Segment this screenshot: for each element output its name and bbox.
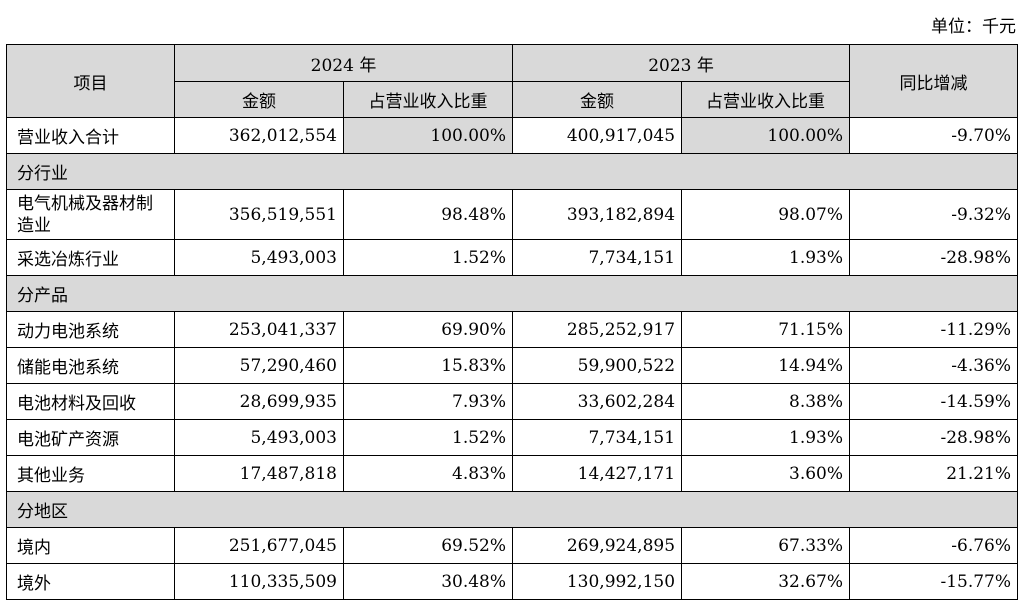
table-row: 动力电池系统 253,041,337 69.90% 285,252,917 71…: [6, 311, 1019, 348]
table-row: 储能电池系统 57,290,460 15.83% 59,900,522 14.9…: [6, 347, 1019, 384]
header-amount-2024: 金额: [174, 81, 344, 118]
share-2024: 4.83%: [342, 455, 514, 492]
amount-2024: 253,041,337: [174, 311, 344, 348]
yoy-change: -9.70%: [849, 117, 1019, 154]
header-year-2024: 2024 年: [173, 44, 514, 82]
amount-2024: 362,012,554: [174, 117, 344, 154]
table-header: 项目 2024 年 2023 年 同比增减 金额 占营业收入比重 金额 占营业收…: [6, 44, 1019, 118]
yoy-change: -11.29%: [849, 311, 1019, 348]
section-title: 分产品: [5, 275, 1019, 312]
amount-2023: 7,734,151: [512, 419, 683, 456]
amount-2023: 7,734,151: [512, 239, 683, 276]
amount-2023: 130,992,150: [512, 563, 683, 600]
unit-label: 单位：千元: [931, 17, 1016, 37]
header-year-2023: 2023 年: [512, 44, 851, 82]
yoy-change: 21.21%: [849, 455, 1019, 492]
amount-2024: 251,677,045: [174, 527, 344, 564]
yoy-change: -28.98%: [849, 239, 1019, 276]
yoy-change: -15.77%: [849, 563, 1019, 600]
amount-2023: 14,427,171: [512, 455, 683, 492]
share-2024: 100.00%: [342, 117, 514, 154]
yoy-change: -28.98%: [849, 419, 1019, 456]
section-title: 分行业: [5, 153, 1019, 190]
amount-2024: 57,290,460: [174, 347, 344, 384]
share-2023: 32.67%: [681, 563, 851, 600]
section-title: 分地区: [5, 491, 1019, 528]
amount-2023: 33,602,284: [512, 383, 683, 420]
share-2024: 1.52%: [342, 239, 514, 276]
amount-2024: 5,493,003: [174, 419, 344, 456]
share-2024: 69.52%: [342, 527, 514, 564]
amount-2024: 110,335,509: [174, 563, 344, 600]
total-row: 营业收入合计 362,012,554 100.00% 400,917,045 1…: [6, 117, 1019, 154]
table-row: 其他业务 17,487,818 4.83% 14,427,171 3.60% 2…: [6, 455, 1019, 492]
table-row: 电气机械及器材制造业 356,519,551 98.48% 393,182,89…: [6, 189, 1019, 240]
share-2023: 100.00%: [681, 117, 851, 154]
share-2024: 15.83%: [342, 347, 514, 384]
amount-2024: 28,699,935: [174, 383, 344, 420]
row-label: 电池矿产资源: [6, 419, 175, 456]
share-2024: 7.93%: [342, 383, 514, 420]
share-2023: 3.60%: [681, 455, 851, 492]
share-2023: 1.93%: [681, 239, 851, 276]
table-row: 电池矿产资源 5,493,003 1.52% 7,734,151 1.93% -…: [6, 419, 1019, 456]
section-row-product: 分产品: [5, 275, 1019, 312]
section-row-industry: 分行业: [5, 153, 1019, 190]
share-2024: 98.48%: [342, 189, 514, 240]
row-label: 境外: [6, 563, 175, 600]
share-2023: 8.38%: [681, 383, 851, 420]
table-row: 采选冶炼行业 5,493,003 1.52% 7,734,151 1.93% -…: [6, 239, 1019, 276]
header-item: 项目: [6, 44, 175, 118]
yoy-change: -6.76%: [849, 527, 1019, 564]
yoy-change: -14.59%: [849, 383, 1019, 420]
share-2024: 69.90%: [342, 311, 514, 348]
row-label: 电池材料及回收: [6, 383, 175, 420]
header-share-2023: 占营业收入比重: [681, 81, 851, 118]
row-label: 储能电池系统: [6, 347, 175, 384]
amount-2024: 5,493,003: [174, 239, 344, 276]
row-label: 电气机械及器材制造业: [6, 189, 175, 240]
share-2023: 1.93%: [681, 419, 851, 456]
yoy-change: -9.32%: [849, 189, 1019, 240]
share-2023: 98.07%: [681, 189, 851, 240]
amount-2023: 400,917,045: [512, 117, 683, 154]
amount-2023: 59,900,522: [512, 347, 683, 384]
table-row: 境内 251,677,045 69.52% 269,924,895 67.33%…: [6, 527, 1019, 564]
row-label: 动力电池系统: [6, 311, 175, 348]
amount-2023: 269,924,895: [512, 527, 683, 564]
amount-2024: 356,519,551: [174, 189, 344, 240]
amount-2024: 17,487,818: [174, 455, 344, 492]
share-2024: 1.52%: [342, 419, 514, 456]
share-2023: 14.94%: [681, 347, 851, 384]
row-label: 其他业务: [6, 455, 175, 492]
table-row: 电池材料及回收 28,699,935 7.93% 33,602,284 8.38…: [6, 383, 1019, 420]
share-2023: 71.15%: [681, 311, 851, 348]
header-amount-2023: 金额: [512, 81, 683, 118]
revenue-breakdown-table: 项目 2024 年 2023 年 同比增减 金额 占营业收入比重 金额 占营业收…: [5, 44, 1019, 600]
section-row-region: 分地区: [5, 491, 1019, 528]
row-label: 采选冶炼行业: [6, 239, 175, 276]
yoy-change: -4.36%: [849, 347, 1019, 384]
table-row: 境外 110,335,509 30.48% 130,992,150 32.67%…: [6, 563, 1019, 600]
amount-2023: 393,182,894: [512, 189, 683, 240]
share-2023: 67.33%: [681, 527, 851, 564]
row-label: 营业收入合计: [6, 117, 175, 154]
share-2024: 30.48%: [342, 563, 514, 600]
header-yoy: 同比增减: [849, 44, 1019, 118]
row-label: 境内: [6, 527, 175, 564]
header-share-2024: 占营业收入比重: [342, 81, 514, 118]
amount-2023: 285,252,917: [512, 311, 683, 348]
